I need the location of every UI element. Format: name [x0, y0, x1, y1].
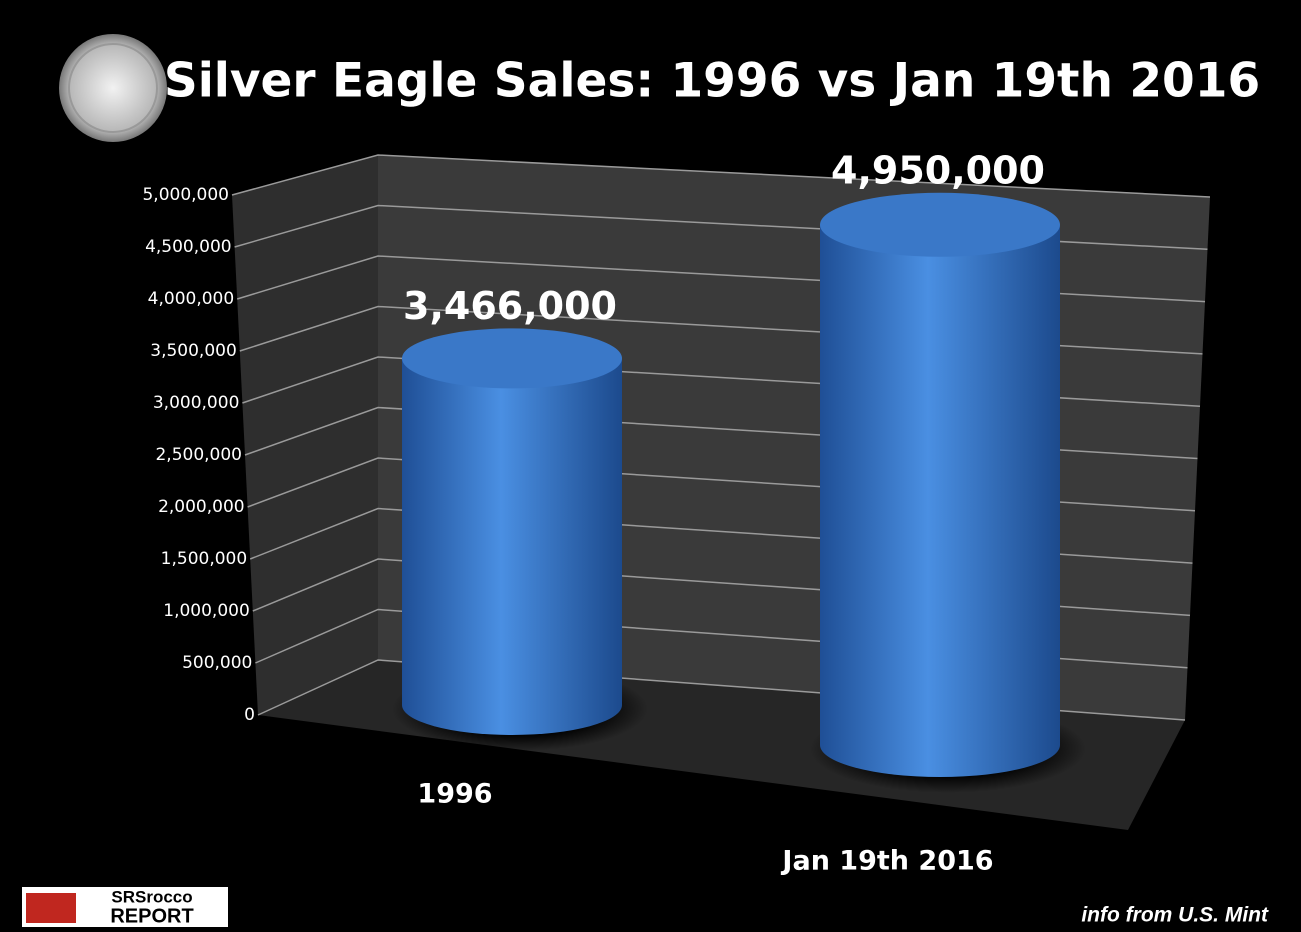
y-tick-label: 1,500,000: [161, 549, 248, 569]
logo-mark: [26, 893, 76, 923]
grid-line: [231, 154, 1211, 198]
x-tick-label: 1996: [417, 779, 492, 810]
coin-ring: [68, 43, 158, 133]
x-tick-label: Jan 19th 2016: [780, 846, 993, 877]
y-tick-label: 2,500,000: [155, 445, 242, 465]
plot: 0 500,000 1,000,000 1,500,000 2,000,000 2,500…: [142, 148, 1211, 877]
bar: [820, 224, 1060, 777]
source-note: info from U.S. Mint: [1081, 904, 1269, 927]
y-tick-label: 3,500,000: [150, 341, 237, 361]
y-tick-label: 4,500,000: [145, 237, 232, 257]
y-tick-label: 500,000: [182, 653, 252, 673]
logo-line1: SRSrocco: [111, 887, 192, 906]
logo-line2: REPORT: [110, 905, 193, 927]
coin-icon: [59, 34, 167, 142]
value-label: 4,950,000: [831, 148, 1045, 192]
side-wall: [232, 155, 378, 715]
chart-title: Silver Eagle Sales: 1996 vs Jan 19th 201…: [164, 54, 1260, 109]
y-tick-label: 4,000,000: [148, 289, 235, 309]
bar-top: [820, 192, 1060, 257]
bar-top: [402, 328, 622, 389]
y-tick-label: 3,000,000: [153, 393, 240, 413]
value-label: 3,466,000: [403, 284, 617, 328]
y-tick-label: 2,000,000: [158, 497, 245, 517]
y-tick-label: 5,000,000: [142, 185, 229, 205]
y-tick-label: 0: [244, 705, 255, 725]
y-tick-label: 1,000,000: [163, 601, 250, 621]
bar: [402, 358, 622, 735]
